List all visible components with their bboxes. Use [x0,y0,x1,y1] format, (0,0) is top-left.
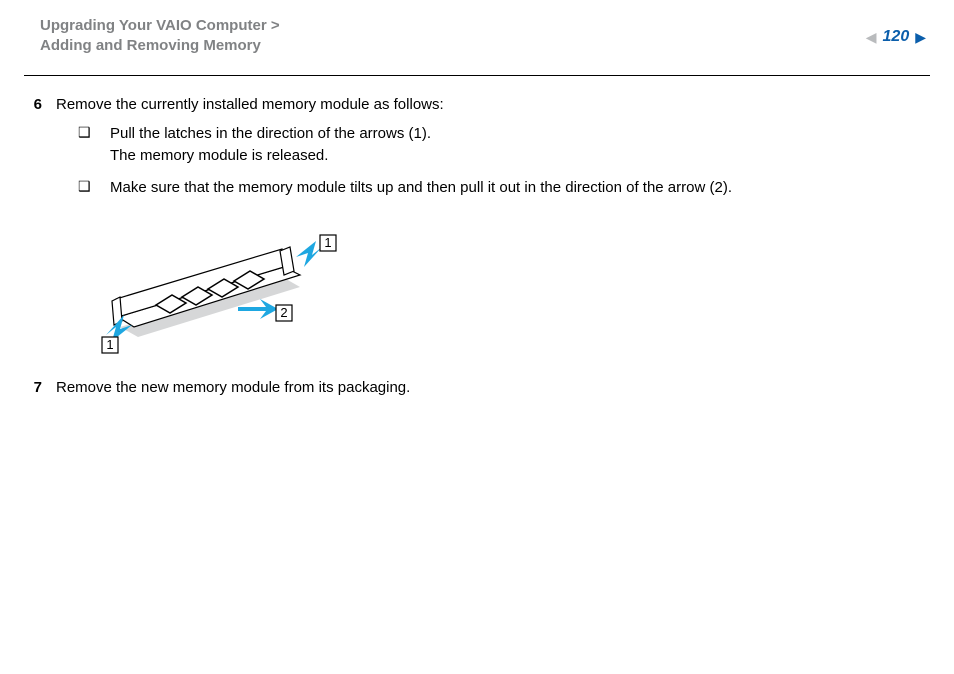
substep-item: ❑ Pull the latches in the direction of t… [78,123,906,167]
next-page-icon[interactable]: ▶ [915,30,926,44]
step-7: 7 Remove the new memory module from its … [28,377,906,399]
substep-item: ❑ Make sure that the memory module tilts… [78,177,906,199]
page-header: Upgrading Your VAIO Computer > Adding an… [0,0,954,67]
callout-label: 2 [280,305,287,320]
step-6: 6 Remove the currently installed memory … [28,94,906,369]
content-area: 6 Remove the currently installed memory … [0,76,954,399]
substep-line: The memory module is released. [110,147,328,164]
diagram-svg: 1 2 1 [98,209,338,359]
step-text: Remove the currently installed memory mo… [56,96,444,113]
breadcrumb-separator: > [267,17,280,34]
substep-line: Pull the latches in the direction of the… [110,125,431,142]
breadcrumb-subsection: Adding and Removing Memory [40,37,261,54]
callout-label: 1 [106,337,113,352]
step-body: Remove the currently installed memory mo… [56,94,906,369]
step-body: Remove the new memory module from its pa… [56,377,906,399]
page: Upgrading Your VAIO Computer > Adding an… [0,0,954,674]
callout-label: 1 [324,235,331,250]
substep-text: Make sure that the memory module tilts u… [110,177,732,199]
page-nav: ◀ 120 ▶ [866,28,926,46]
memory-diagram: 1 2 1 [98,209,338,359]
page-number: 120 [883,28,910,46]
step-number: 6 [28,94,42,116]
breadcrumb: Upgrading Your VAIO Computer > Adding an… [40,16,914,57]
step-number: 7 [28,377,42,399]
substep-text: Pull the latches in the direction of the… [110,123,431,167]
substep-list: ❑ Pull the latches in the direction of t… [56,123,906,198]
step-text: Remove the new memory module from its pa… [56,379,410,396]
bullet-icon: ❑ [78,123,92,143]
breadcrumb-section: Upgrading Your VAIO Computer [40,17,267,34]
bullet-icon: ❑ [78,177,92,197]
prev-page-icon[interactable]: ◀ [866,30,877,44]
